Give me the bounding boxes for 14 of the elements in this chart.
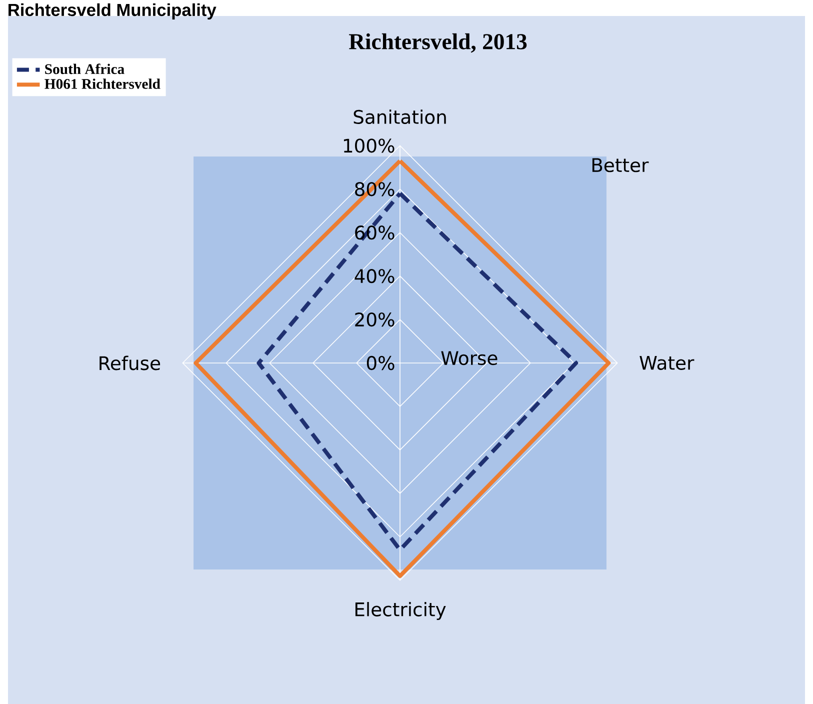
legend-label: H061 Richtersveld (44, 78, 160, 89)
spoke-label: Water (640, 356, 694, 370)
legend-label: South Africa (45, 64, 124, 74)
y-tick-label: 40% (354, 269, 394, 284)
y-tick-label: 0% (366, 356, 394, 370)
spoke-label: Sanitation (354, 110, 446, 124)
chart-title: Richtersveld, 2013 (349, 33, 527, 53)
text: Worse (441, 351, 498, 366)
text: Better (592, 158, 649, 172)
chart-subtitle: Richtersveld Municipality (8, 3, 216, 20)
y-tick-label: 20% (355, 312, 394, 327)
spoke-label: Electricity (355, 602, 446, 620)
y-tick-label: 100% (344, 138, 394, 153)
spoke-label: Refuse (100, 356, 160, 370)
